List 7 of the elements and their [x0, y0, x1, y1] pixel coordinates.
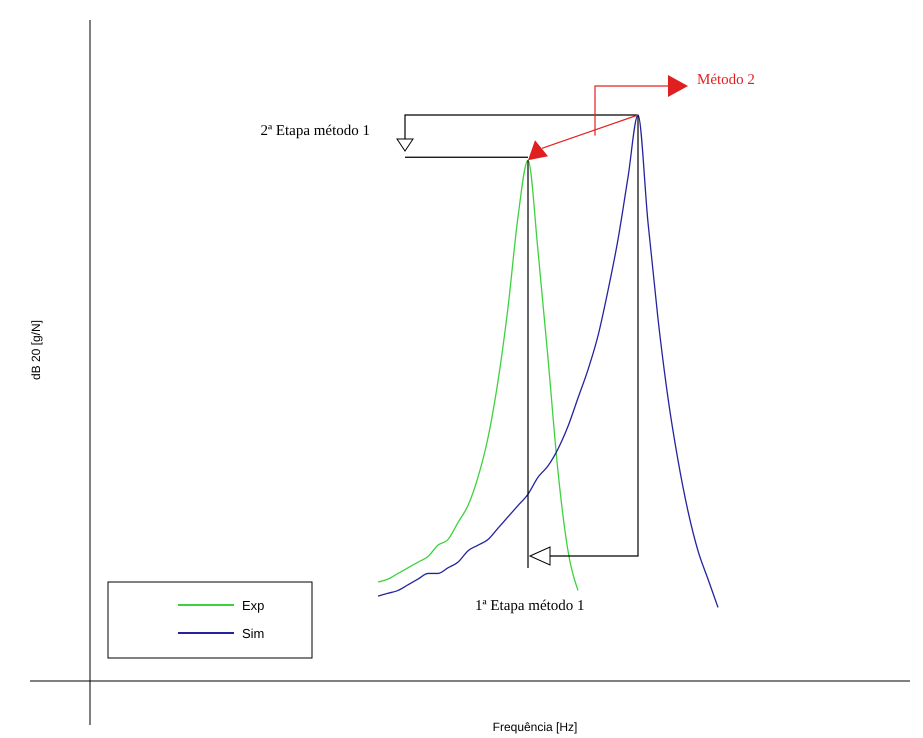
y-axis-title: dB 20 [g/N] [29, 320, 43, 380]
text: Método 2 [697, 72, 755, 88]
legend-label: Sim [242, 626, 264, 641]
annotation: 2ª Etapa método 1 [260, 123, 370, 139]
x-axis-title: Frequência [Hz] [492, 720, 578, 734]
annotation: 1ª Etapa método 1 [475, 598, 585, 614]
legend-label: Exp [242, 598, 264, 613]
